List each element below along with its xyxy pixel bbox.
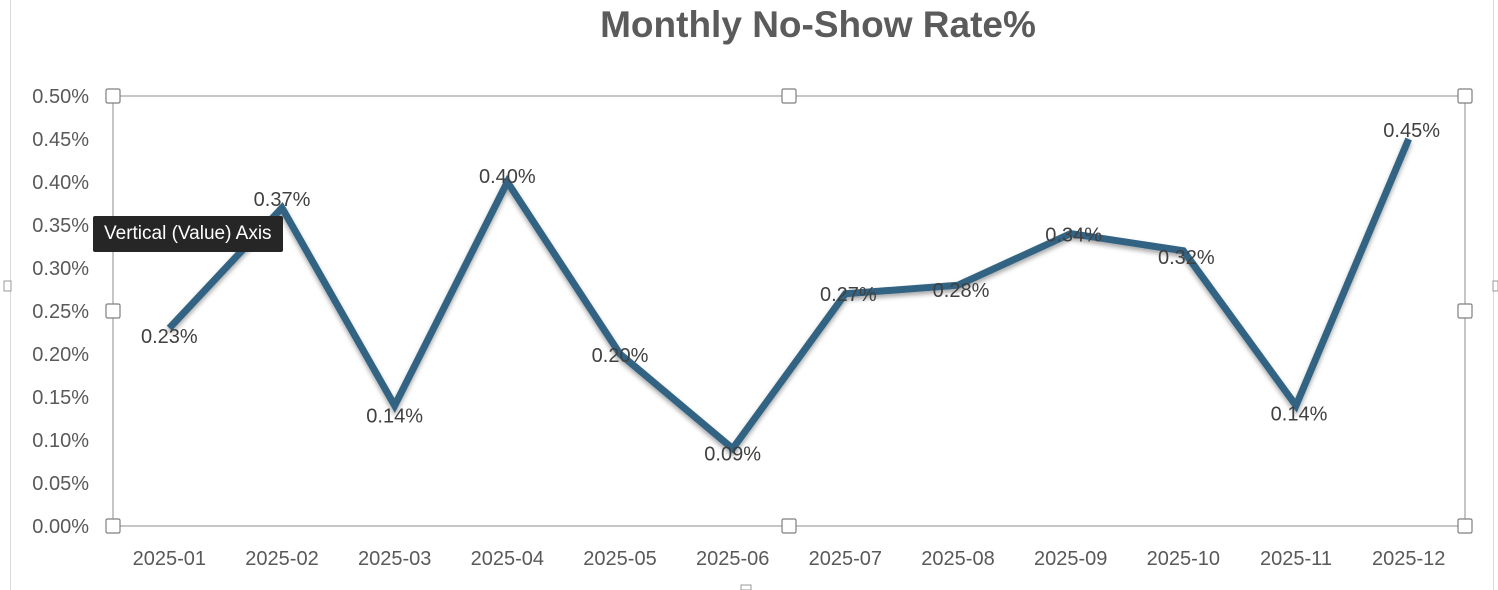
x-tick-label: 2025-07 <box>809 548 882 570</box>
x-tick-label: 2025-02 <box>245 548 318 570</box>
x-tick-label: 2025-01 <box>133 548 206 570</box>
y-tick-label: 0.25% <box>32 301 89 323</box>
x-tick-label: 2025-12 <box>1372 548 1445 570</box>
data-label: 0.40% <box>479 166 536 188</box>
data-label: 0.37% <box>254 189 311 211</box>
chart-area-border-right <box>1493 0 1494 590</box>
chart-resize-handle[interactable] <box>740 584 752 590</box>
data-label: 0.45% <box>1383 120 1440 142</box>
axis-tooltip: Vertical (Value) Axis <box>93 216 283 252</box>
x-tick-label: 2025-09 <box>1034 548 1107 570</box>
resize-handle[interactable] <box>105 518 121 534</box>
data-label: 0.09% <box>704 444 761 466</box>
x-tick-label: 2025-04 <box>471 548 544 570</box>
data-label: 0.23% <box>141 326 198 348</box>
y-tick-label: 0.50% <box>32 86 89 108</box>
chart-area-border-left <box>10 0 11 590</box>
x-tick-label: 2025-11 <box>1260 548 1332 570</box>
resize-handle[interactable] <box>781 88 797 104</box>
y-tick-label: 0.10% <box>32 430 89 452</box>
data-label: 0.14% <box>366 406 423 428</box>
data-label: 0.28% <box>933 280 990 302</box>
y-tick-label: 0.15% <box>32 387 89 409</box>
plot-area-border <box>112 95 1466 527</box>
data-label: 0.34% <box>1045 225 1102 247</box>
y-tick-label: 0.40% <box>32 172 89 194</box>
data-label: 0.27% <box>820 284 877 306</box>
resize-handle[interactable] <box>1457 303 1473 319</box>
x-tick-label: 2025-03 <box>358 548 431 570</box>
x-tick-label: 2025-10 <box>1147 548 1220 570</box>
resize-handle[interactable] <box>105 88 121 104</box>
y-tick-label: 0.00% <box>32 516 89 538</box>
x-tick-label: 2025-06 <box>696 548 769 570</box>
resize-handle[interactable] <box>105 303 121 319</box>
resize-handle[interactable] <box>1457 518 1473 534</box>
data-label: 0.20% <box>592 345 649 367</box>
resize-handle[interactable] <box>1457 88 1473 104</box>
y-tick-label: 0.45% <box>32 129 89 151</box>
data-label: 0.14% <box>1271 404 1328 426</box>
x-tick-label: 2025-08 <box>921 548 994 570</box>
y-tick-label: 0.35% <box>32 215 89 237</box>
x-tick-label: 2025-05 <box>583 548 656 570</box>
chart-resize-handle[interactable] <box>1492 280 1498 292</box>
series-line[interactable] <box>166 137 1412 454</box>
y-tick-label: 0.05% <box>32 473 89 495</box>
chart-resize-handle[interactable] <box>3 280 12 292</box>
y-tick-label: 0.20% <box>32 344 89 366</box>
chart-title[interactable]: Monthly No-Show Rate% <box>600 4 1036 45</box>
y-tick-label: 0.30% <box>32 258 89 280</box>
data-label: 0.32% <box>1158 247 1215 269</box>
resize-handle[interactable] <box>781 518 797 534</box>
